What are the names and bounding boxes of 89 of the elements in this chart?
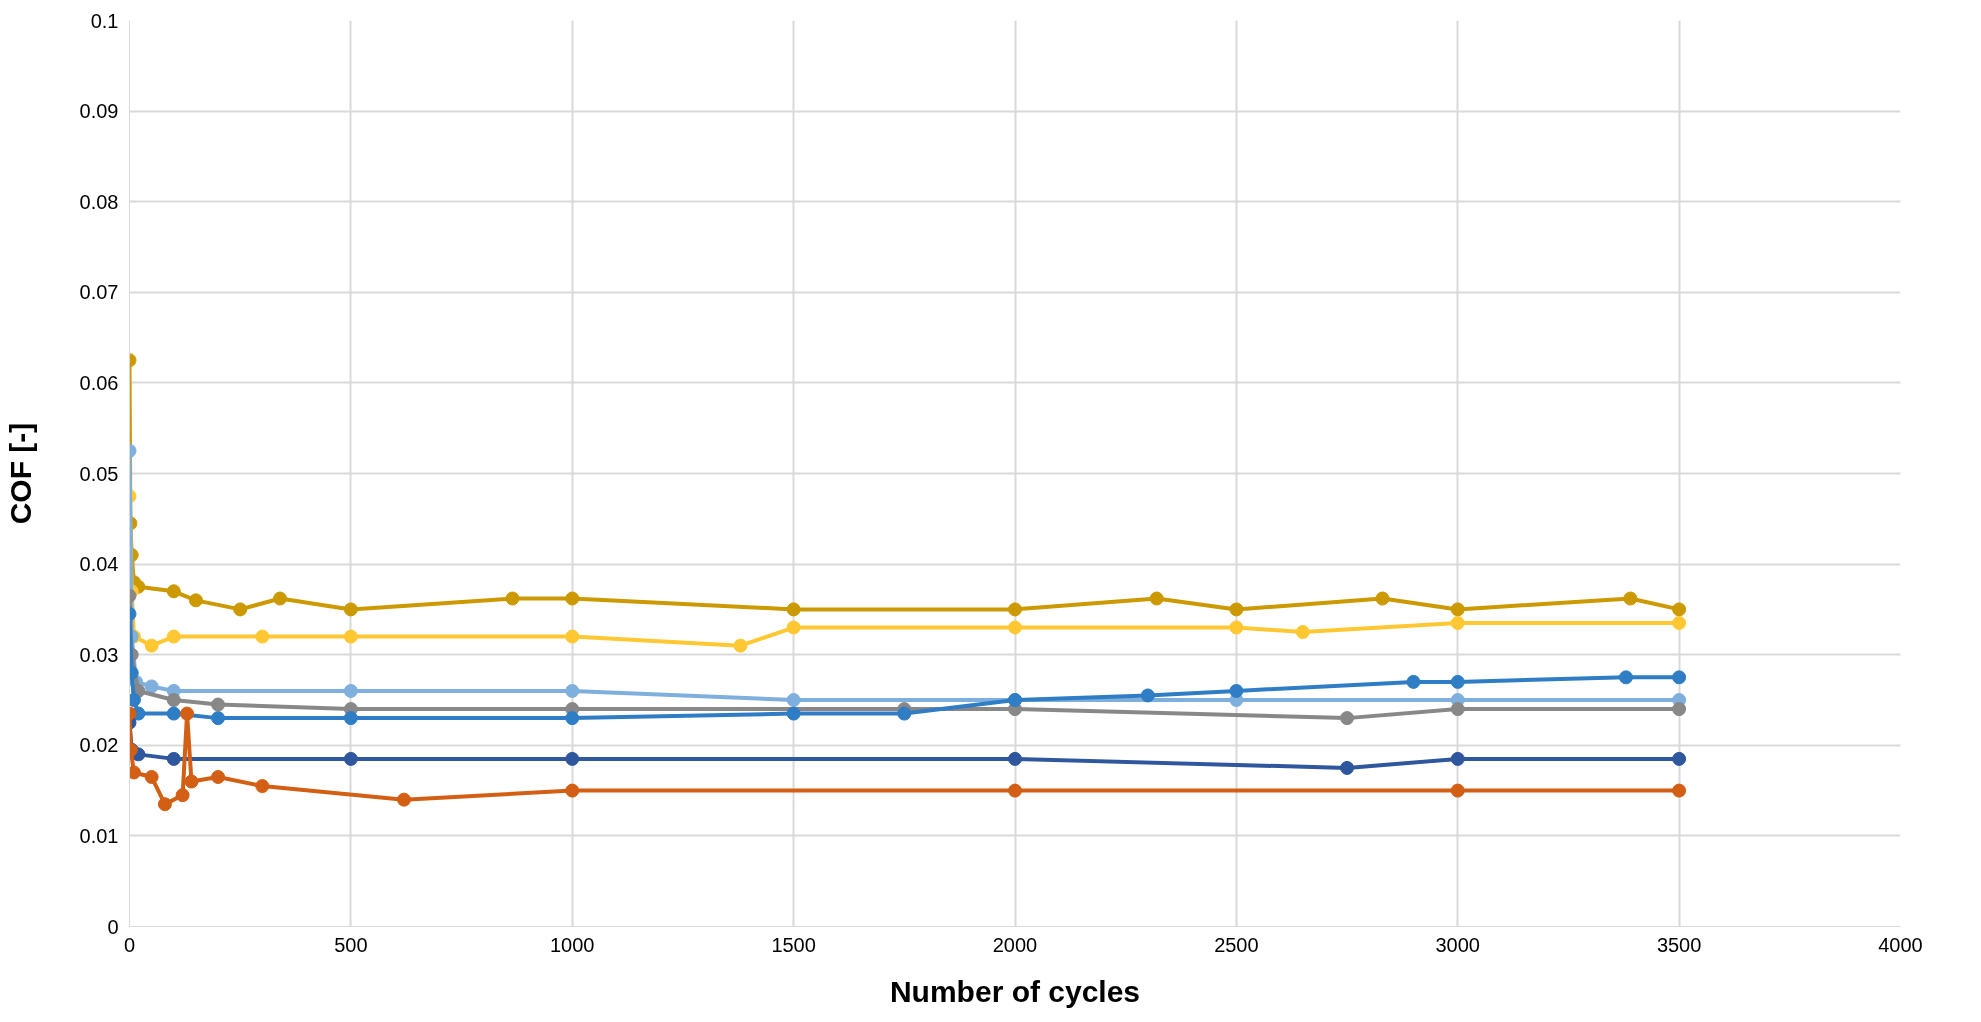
y-tick-label: 0.1: [90, 9, 119, 32]
point: [166, 751, 181, 766]
point: [1672, 751, 1687, 766]
point: [1140, 688, 1155, 703]
point: [1672, 702, 1687, 717]
point: [1450, 702, 1465, 717]
point: [1008, 620, 1022, 635]
point: [565, 629, 580, 644]
point: [273, 591, 288, 606]
point: [786, 602, 801, 617]
point: [255, 629, 270, 644]
point: [233, 602, 248, 617]
point: [166, 693, 181, 707]
x-tick-label: 2000: [992, 933, 1038, 956]
y-tick-label: 0.09: [79, 100, 119, 123]
point: [1340, 711, 1355, 726]
y-tick-label: 0.05: [79, 462, 119, 485]
point: [157, 797, 172, 812]
point: [1008, 783, 1022, 798]
point: [565, 591, 580, 606]
x-tick-label: 1000: [550, 933, 595, 956]
point: [786, 693, 801, 707]
point: [166, 706, 181, 721]
point: [505, 591, 520, 606]
point: [1375, 591, 1390, 606]
point: [211, 770, 226, 784]
point: [1672, 616, 1687, 630]
point: [1450, 616, 1465, 630]
x-tick-label: 2500: [1214, 933, 1259, 956]
x-tick-label: 3000: [1435, 933, 1480, 956]
y-tick-label: 0.08: [79, 190, 119, 213]
point: [1008, 751, 1022, 766]
y-tick-label: 0.03: [79, 643, 119, 666]
point: [1450, 674, 1465, 689]
x-axis-title: Number of cycles: [889, 974, 1141, 1008]
y-tick-label: 0.07: [79, 281, 119, 304]
point: [1229, 620, 1244, 635]
x-tick-label: 1500: [771, 933, 816, 956]
point: [343, 751, 358, 766]
point: [1229, 602, 1244, 617]
point: [1623, 591, 1638, 606]
point: [1450, 602, 1465, 617]
point: [1406, 674, 1421, 689]
point: [733, 638, 748, 653]
point: [565, 711, 580, 726]
point: [166, 629, 181, 644]
point: [144, 638, 159, 653]
point: [144, 679, 159, 694]
point: [184, 774, 199, 789]
point: [397, 792, 412, 807]
point: [1008, 602, 1022, 617]
point: [211, 697, 226, 712]
point: [180, 706, 195, 721]
point: [343, 683, 358, 698]
point: [565, 683, 580, 698]
point: [343, 629, 358, 644]
x-tick-label: 3500: [1656, 933, 1702, 956]
y-tick-label: 0: [107, 915, 119, 938]
point: [1295, 625, 1310, 640]
point: [1672, 602, 1687, 617]
point: [343, 711, 358, 726]
y-tick-label: 0.02: [79, 734, 119, 757]
x-tick-label: 4000: [1878, 933, 1923, 956]
x-tick-label: 0: [123, 933, 136, 956]
point: [565, 751, 580, 766]
point: [1450, 751, 1465, 766]
x-tick-label: 500: [334, 933, 368, 956]
point: [144, 770, 159, 784]
y-tick-label: 0.06: [79, 371, 119, 394]
y-tick-label: 0.01: [79, 824, 119, 847]
point: [175, 788, 190, 803]
y-tick-label: 0.04: [79, 553, 119, 576]
point: [211, 711, 226, 726]
point: [1450, 783, 1465, 798]
y-axis-title: COF [-]: [3, 422, 37, 525]
point: [1672, 670, 1687, 685]
point: [786, 620, 801, 635]
point: [343, 602, 358, 617]
point: [1618, 670, 1633, 685]
point: [166, 584, 181, 599]
point: [565, 783, 580, 798]
point: [786, 706, 801, 721]
point: [897, 706, 912, 721]
point: [188, 593, 203, 608]
point: [1229, 683, 1244, 698]
point: [255, 779, 270, 794]
point: [1672, 783, 1687, 798]
point: [1340, 760, 1355, 775]
point: [1149, 591, 1164, 606]
